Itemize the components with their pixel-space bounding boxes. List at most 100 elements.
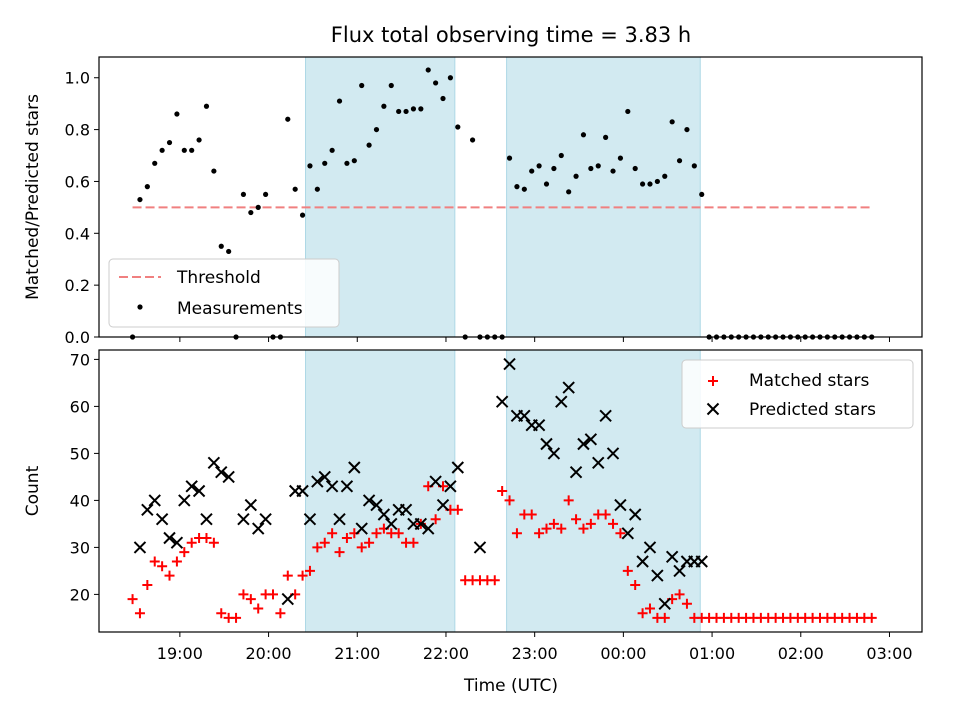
measurement-point bbox=[610, 168, 616, 174]
measurement-point bbox=[691, 163, 697, 169]
predicted-point bbox=[614, 498, 627, 512]
measurement-point bbox=[351, 158, 357, 164]
predicted-point bbox=[155, 512, 169, 526]
predicted-point bbox=[185, 480, 198, 493]
legend-label: Predicted stars bbox=[749, 400, 876, 420]
y-tick-label: 0.0 bbox=[65, 328, 90, 347]
measurement-point bbox=[226, 248, 232, 255]
matched-point bbox=[534, 528, 545, 539]
measurement-point bbox=[455, 124, 461, 130]
measurement-point bbox=[558, 152, 564, 159]
predicted-point bbox=[340, 480, 354, 493]
x-axis-label: Time (UTC) bbox=[463, 676, 558, 696]
measurement-point bbox=[684, 126, 690, 133]
measurement-point bbox=[514, 184, 520, 190]
measurement-point bbox=[137, 196, 143, 203]
matched-point bbox=[681, 598, 692, 609]
predicted-point bbox=[385, 517, 398, 531]
measurement-point bbox=[617, 155, 624, 161]
y-tick-label: 30 bbox=[70, 538, 90, 557]
matched-point bbox=[127, 594, 138, 605]
predicted-point bbox=[518, 409, 531, 423]
matched-point bbox=[312, 542, 323, 553]
measurement-point bbox=[573, 173, 579, 179]
measurement-point bbox=[388, 82, 394, 89]
y-tick-label: 0.4 bbox=[65, 224, 90, 243]
predicted-point bbox=[651, 569, 664, 582]
measurement-point bbox=[536, 163, 542, 169]
measurement-point bbox=[336, 98, 343, 104]
shaded-interval bbox=[506, 349, 701, 633]
measurement-point bbox=[396, 108, 402, 115]
matched-point bbox=[585, 518, 596, 529]
measurement-point bbox=[410, 106, 417, 112]
matched-point bbox=[511, 528, 522, 539]
predicted-point bbox=[399, 503, 413, 517]
measurement-point bbox=[359, 82, 365, 89]
measurement-point bbox=[425, 67, 431, 73]
measurement-point bbox=[447, 75, 454, 81]
matched-point bbox=[630, 580, 641, 590]
matched-point bbox=[556, 523, 567, 534]
measurement-point bbox=[189, 147, 195, 153]
matched-point bbox=[179, 547, 190, 558]
x-tick-label: 19:00 bbox=[157, 644, 203, 663]
y-axis-label: Matched/Predicted stars bbox=[23, 94, 43, 300]
predicted-point bbox=[628, 508, 642, 521]
measurement-point bbox=[211, 168, 217, 174]
matched-point bbox=[571, 514, 582, 525]
x-tick-label: 20:00 bbox=[246, 644, 292, 663]
measurement-point bbox=[506, 155, 513, 161]
matched-point bbox=[563, 495, 574, 506]
predicted-point bbox=[178, 494, 191, 507]
measurement-point bbox=[344, 160, 350, 166]
matched-point bbox=[304, 565, 315, 576]
measurement-point bbox=[299, 212, 306, 218]
predicted-point bbox=[281, 592, 294, 606]
measurement-point bbox=[543, 181, 550, 187]
matched-point bbox=[644, 603, 655, 614]
predicted-point bbox=[665, 550, 679, 564]
measurement-point bbox=[159, 147, 165, 153]
predicted-point bbox=[370, 498, 383, 512]
matched-point bbox=[268, 589, 279, 600]
matched-point bbox=[275, 608, 286, 619]
matched-point bbox=[149, 556, 160, 567]
predicted-point bbox=[296, 484, 309, 498]
matched-point bbox=[541, 523, 552, 534]
measurement-point bbox=[285, 116, 291, 122]
legend-label: Measurements bbox=[177, 299, 303, 319]
predicted-point bbox=[244, 498, 258, 512]
matched-point bbox=[201, 533, 212, 543]
predicted-point bbox=[163, 531, 176, 545]
y-tick-label: 1.0 bbox=[65, 69, 90, 88]
measurement-point bbox=[521, 186, 527, 192]
measurement-point bbox=[603, 134, 609, 140]
measurement-point bbox=[433, 80, 439, 86]
shaded-interval bbox=[506, 56, 701, 338]
matched-point bbox=[504, 495, 515, 506]
x-tick-label: 22:00 bbox=[423, 644, 469, 663]
predicted-point bbox=[348, 461, 361, 474]
matched-point bbox=[866, 612, 877, 623]
measurement-point bbox=[440, 95, 446, 102]
legend-label: Matched stars bbox=[749, 371, 869, 391]
legend-box bbox=[108, 258, 340, 328]
predicted-point bbox=[318, 470, 331, 484]
matched-point bbox=[334, 547, 345, 558]
predicted-point bbox=[636, 555, 649, 568]
measurement-point bbox=[196, 137, 202, 143]
matched-point bbox=[171, 556, 182, 567]
matched-point bbox=[637, 608, 648, 619]
matched-point bbox=[393, 528, 404, 539]
predicted-point bbox=[215, 465, 228, 479]
measurement-point bbox=[240, 191, 247, 198]
predicted-point bbox=[555, 395, 568, 408]
legend-measure-swatch bbox=[137, 304, 143, 310]
predicted-point bbox=[673, 564, 686, 578]
measurement-point bbox=[366, 142, 372, 148]
predicted-point bbox=[451, 461, 465, 474]
predicted-point bbox=[695, 555, 708, 568]
measurement-point bbox=[144, 184, 150, 190]
